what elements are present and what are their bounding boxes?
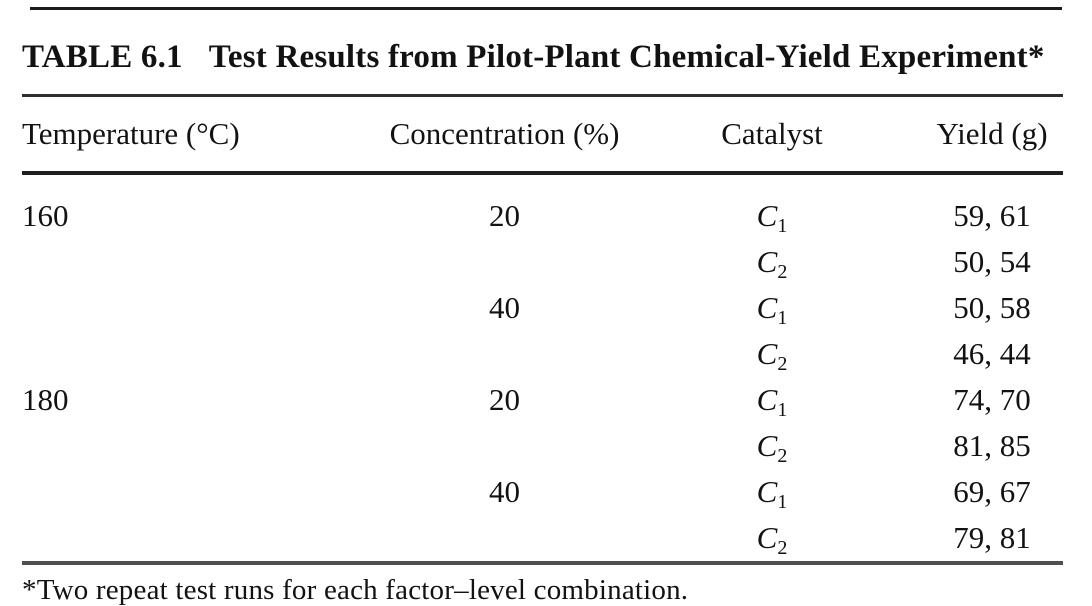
table-header-row: Temperature (°C) Concentration (%) Catal… xyxy=(0,97,1092,171)
catalyst-subscript: 1 xyxy=(777,399,788,421)
table-row: 40 C1 50, 58 xyxy=(0,285,1092,331)
table-body: 160 20 C1 59, 61 C2 50, 54 40 C1 50, 58 … xyxy=(0,175,1092,561)
cell-temperature xyxy=(22,239,357,285)
cell-catalyst: C2 xyxy=(652,423,892,469)
cell-yield: 59, 61 xyxy=(953,198,1031,233)
catalyst-subscript: 2 xyxy=(777,261,788,283)
cell-concentration xyxy=(357,331,652,377)
catalyst-symbol: C xyxy=(756,520,778,555)
top-rule xyxy=(30,7,1062,10)
cell-concentration: 40 xyxy=(489,474,520,509)
catalyst-subscript: 2 xyxy=(777,537,788,559)
cell-yield: 50, 58 xyxy=(953,290,1031,325)
catalyst-subscript: 2 xyxy=(777,353,788,375)
table-row: C2 46, 44 xyxy=(0,331,1092,377)
table-row: C2 79, 81 xyxy=(0,515,1092,561)
catalyst-symbol: C xyxy=(756,336,778,371)
cell-catalyst: C1 xyxy=(652,285,892,331)
col-header-catalyst: Catalyst xyxy=(721,116,823,151)
cell-yield: 46, 44 xyxy=(953,336,1031,371)
cell-concentration xyxy=(357,515,652,561)
cell-catalyst: C2 xyxy=(652,331,892,377)
table-row: 180 20 C1 74, 70 xyxy=(0,377,1092,423)
catalyst-symbol: C xyxy=(756,382,778,417)
catalyst-subscript: 2 xyxy=(777,445,788,467)
col-header-concentration: Concentration (%) xyxy=(389,116,620,151)
catalyst-symbol: C xyxy=(756,244,778,279)
col-header-temperature: Temperature (°C) xyxy=(22,116,240,151)
cell-yield: 74, 70 xyxy=(953,382,1031,417)
cell-temperature xyxy=(22,515,357,561)
cell-yield: 69, 67 xyxy=(953,474,1031,509)
catalyst-symbol: C xyxy=(756,428,778,463)
cell-concentration: 20 xyxy=(489,198,520,233)
cell-concentration: 40 xyxy=(489,290,520,325)
table-title: Test Results from Pilot-Plant Chemical-Y… xyxy=(208,39,1045,75)
cell-catalyst: C1 xyxy=(652,193,892,239)
cell-yield: 50, 54 xyxy=(953,244,1031,279)
table-row: C2 50, 54 xyxy=(0,239,1092,285)
table-row: 160 20 C1 59, 61 xyxy=(0,193,1092,239)
cell-temperature: 160 xyxy=(22,198,69,233)
table-caption: TABLE 6.1 Test Results from Pilot-Plant C… xyxy=(22,37,1072,77)
cell-catalyst: C1 xyxy=(652,469,892,515)
cell-temperature xyxy=(22,469,357,515)
cell-catalyst: C2 xyxy=(652,239,892,285)
cell-temperature: 180 xyxy=(22,382,69,417)
header-rule xyxy=(22,171,1063,175)
catalyst-subscript: 1 xyxy=(777,307,788,329)
catalyst-subscript: 1 xyxy=(777,491,788,513)
cell-catalyst: C1 xyxy=(652,377,892,423)
catalyst-symbol: C xyxy=(756,474,778,509)
catalyst-symbol: C xyxy=(756,290,778,325)
cell-yield: 79, 81 xyxy=(953,520,1031,555)
cell-concentration xyxy=(357,239,652,285)
cell-concentration xyxy=(357,423,652,469)
bottom-rule xyxy=(22,561,1063,565)
table-row: 40 C1 69, 67 xyxy=(0,469,1092,515)
cell-catalyst: C2 xyxy=(652,515,892,561)
cell-temperature xyxy=(22,331,357,377)
catalyst-subscript: 1 xyxy=(777,215,788,237)
catalyst-symbol: C xyxy=(756,198,778,233)
table-row: C2 81, 85 xyxy=(0,423,1092,469)
col-header-yield: Yield (g) xyxy=(936,116,1048,151)
cell-concentration: 20 xyxy=(489,382,520,417)
cell-temperature xyxy=(22,285,357,331)
caption-rule xyxy=(22,94,1063,97)
cell-yield: 81, 85 xyxy=(953,428,1031,463)
table-number: TABLE 6.1 xyxy=(22,39,183,75)
cell-temperature xyxy=(22,423,357,469)
table-footnote: *Two repeat test runs for each factor–le… xyxy=(22,574,689,606)
